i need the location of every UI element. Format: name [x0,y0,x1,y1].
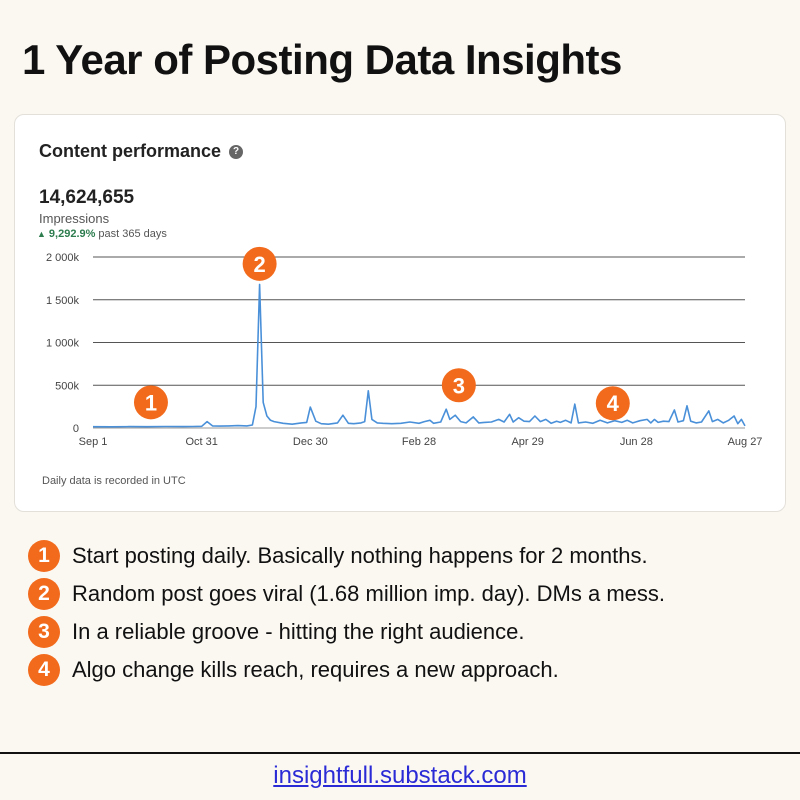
note-number-badge: 2 [28,578,60,610]
change-value: 9,292.9% [48,228,96,240]
note-text: Algo change kills reach, requires a new … [72,657,559,682]
note-number-badge: 1 [28,540,60,572]
annotation-label: 1 [145,390,157,415]
y-tick-label: 2 000k [46,252,80,264]
note-text: In a reliable groove - hitting the right… [72,619,525,644]
metric-label: Impressions [39,211,110,226]
utc-footnote: Daily data is recorded in UTC [42,475,186,487]
footer-link[interactable]: insightfull.substack.com [273,762,527,789]
x-tick-label: Apr 29 [511,436,543,448]
note-item: 3 In a reliable groove - hitting the righ… [28,613,788,651]
change-period: past 365 days [98,228,167,240]
impressions-series-line [92,283,746,428]
card-title-text: Content performance [39,141,222,161]
y-tick-label: 1 000k [46,338,80,350]
x-tick-label: Dec 30 [293,436,328,448]
annotation-badge [441,368,476,403]
note-text: Random post goes viral (1.68 million imp… [72,581,665,606]
x-tick-label: Oct 31 [185,436,217,448]
change-indicator: ▲ 9,292.9% past 365 days [37,228,167,240]
impressions-line-chart: 0 500k 1 000k 1 500k 2 000k Sep 1 Oct 31 Dec 30… [46,246,763,448]
note-text: Start posting daily. Basically nothing h… [72,543,648,568]
card-title: Content performance ? [39,141,244,162]
annotation-label: 4 [607,391,620,416]
annotation-badge [133,385,168,420]
annotation-label: 3 [453,373,465,398]
question-circle-icon[interactable]: ? [229,144,244,159]
note-number-badge: 3 [28,616,60,648]
triangle-up-icon: ▲ [37,229,46,239]
annotation-label: 2 [253,252,265,277]
note-item: 1 Start posting daily. Basically nothing … [28,537,788,575]
x-tick-label: Feb 28 [402,436,436,448]
annotation-badge [595,386,630,421]
footer-divider [0,752,800,754]
x-tick-label: Aug 27 [728,436,763,448]
content-performance-card: Content performance ? 14,624,655 Impress… [14,114,786,512]
y-tick-label: 500k [55,380,79,392]
note-item: 2 Random post goes viral (1.68 million im… [28,575,788,613]
x-tick-label: Jun 28 [620,436,653,448]
annotation-badge [242,246,277,281]
notes-list: 1 Start posting daily. Basically nothing … [28,537,788,689]
note-item: 4 Algo change kills reach, requires a new… [28,651,788,689]
y-tick-label: 1 500k [46,295,80,307]
total-impressions: 14,624,655 [39,187,135,208]
note-number-badge: 4 [28,654,60,686]
x-tick-label: Sep 1 [79,436,108,448]
y-tick-label: 0 [73,423,79,435]
page-title: 1 Year of Posting Data Insights [22,36,622,83]
